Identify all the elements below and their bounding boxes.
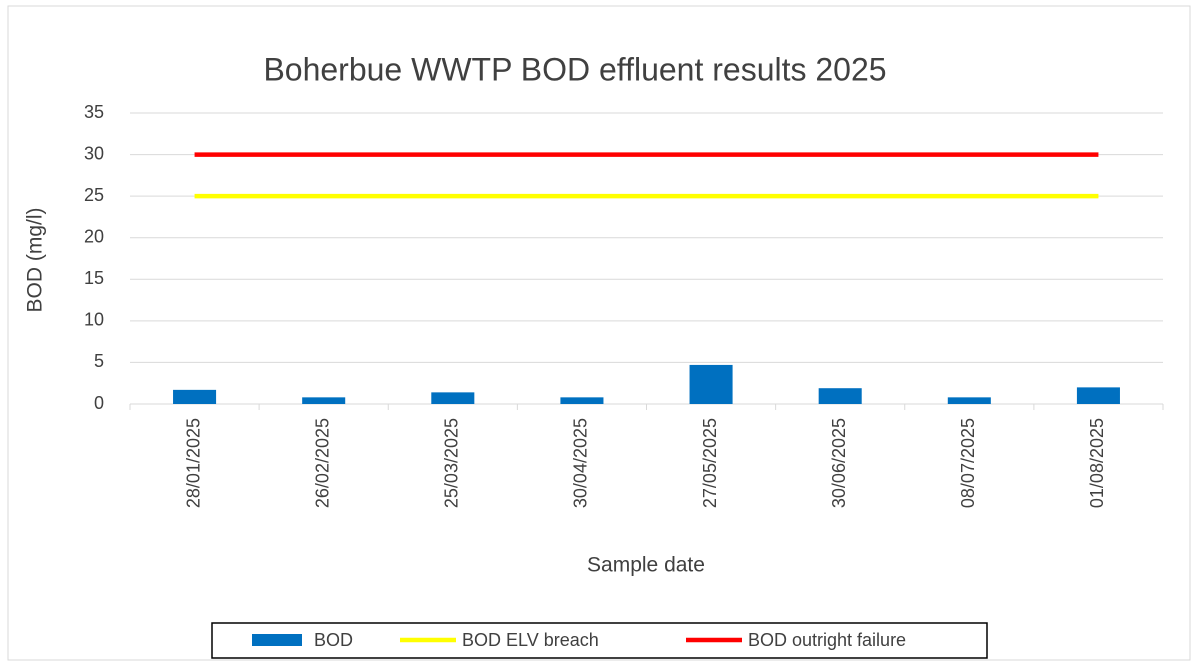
x-tick-label: 01/08/2025 — [1087, 418, 1107, 508]
y-tick-label: 35 — [84, 102, 104, 122]
x-tick-label: 28/01/2025 — [183, 418, 203, 508]
bar — [818, 388, 862, 404]
bar — [173, 389, 217, 404]
x-axis-label: Sample date — [587, 554, 705, 577]
bar — [560, 397, 604, 404]
x-tick-label: 25/03/2025 — [442, 418, 462, 508]
chart-title: Boherbue WWTP BOD effluent results 2025 — [263, 51, 886, 87]
x-tick-label: 30/04/2025 — [571, 418, 591, 508]
bar — [689, 364, 733, 404]
x-tick-label: 26/02/2025 — [312, 418, 332, 508]
bar — [947, 397, 991, 404]
y-tick-label: 30 — [84, 143, 104, 163]
chart-border — [7, 5, 1191, 661]
y-tick-label: 25 — [84, 185, 104, 205]
y-tick-label: 15 — [84, 268, 104, 288]
x-tick-label: 30/06/2025 — [829, 418, 849, 508]
bar — [431, 392, 475, 404]
bar — [302, 397, 346, 404]
legend-box — [211, 622, 988, 659]
y-tick-label: 10 — [84, 310, 104, 330]
legend-label: BOD — [314, 630, 353, 650]
y-axis-label: BOD (mg/l) — [24, 208, 47, 313]
x-tick-label: 27/05/2025 — [700, 418, 720, 508]
y-tick-label: 5 — [94, 351, 104, 371]
legend-label: BOD ELV breach — [462, 630, 599, 650]
x-tick-label: 08/07/2025 — [958, 418, 978, 508]
legend-swatch — [252, 634, 302, 646]
y-tick-label: 0 — [94, 393, 104, 413]
legend-label: BOD outright failure — [748, 630, 906, 650]
y-tick-label: 20 — [84, 226, 104, 246]
bar — [1076, 387, 1120, 404]
